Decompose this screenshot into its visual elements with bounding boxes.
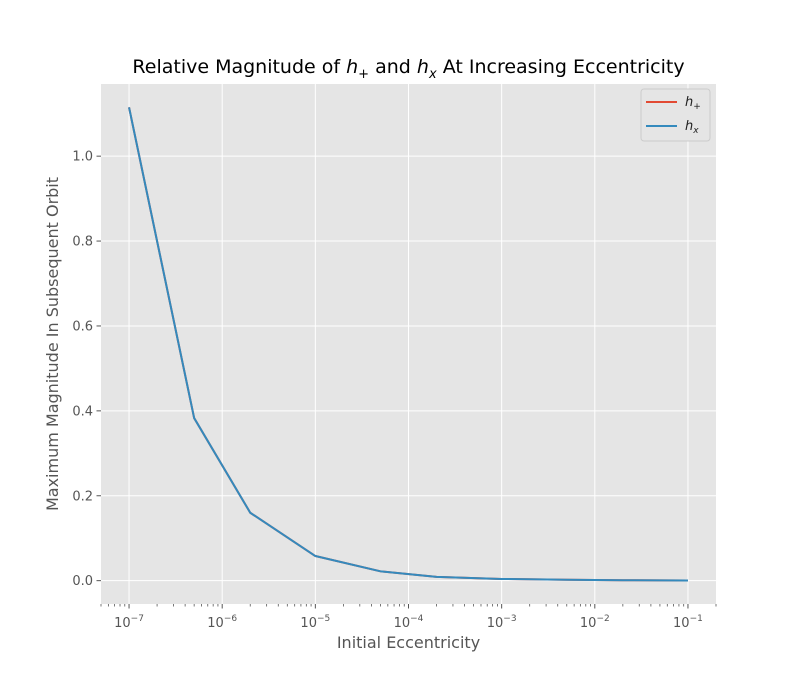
legend-box [640,88,711,142]
y-tick-label: 0.6 [72,319,93,334]
y-tick-label: 1.0 [72,150,93,165]
x-tick-label: 10−6 [207,614,237,631]
chart-title: Relative Magnitude of h+ and hx At Incre… [132,56,684,82]
x-axis: 10−7 10−6 10−5 10−4 10−3 10−2 10−1 [100,604,717,631]
x-tick-label: 10−7 [114,614,144,631]
y-tick-label: 0.4 [72,404,93,419]
legend-label-h-plus: h+ [685,95,701,112]
y-axis-label: Maximum Magnitude In Subsequent Orbit [43,177,62,511]
legend-label-h-x: hx [685,119,699,136]
x-tick-label: 10−2 [580,614,610,631]
y-axis: 0.0 0.2 0.4 0.6 0.8 1.0 [72,150,101,589]
series-line-1 [128,107,688,582]
y-tick-label: 0.2 [72,489,93,504]
series-layer [128,107,688,582]
x-axis-label: Initial Eccentricity [337,633,480,652]
x-tick-label: 10−1 [673,614,703,631]
x-tick-label: 10−3 [487,614,517,631]
y-tick-label: 0.0 [72,574,93,589]
legend: h+ hx [640,88,711,142]
x-tick-label: 10−5 [300,614,330,631]
y-tick-label: 0.8 [72,235,93,250]
x-tick-label: 10−4 [394,614,424,631]
